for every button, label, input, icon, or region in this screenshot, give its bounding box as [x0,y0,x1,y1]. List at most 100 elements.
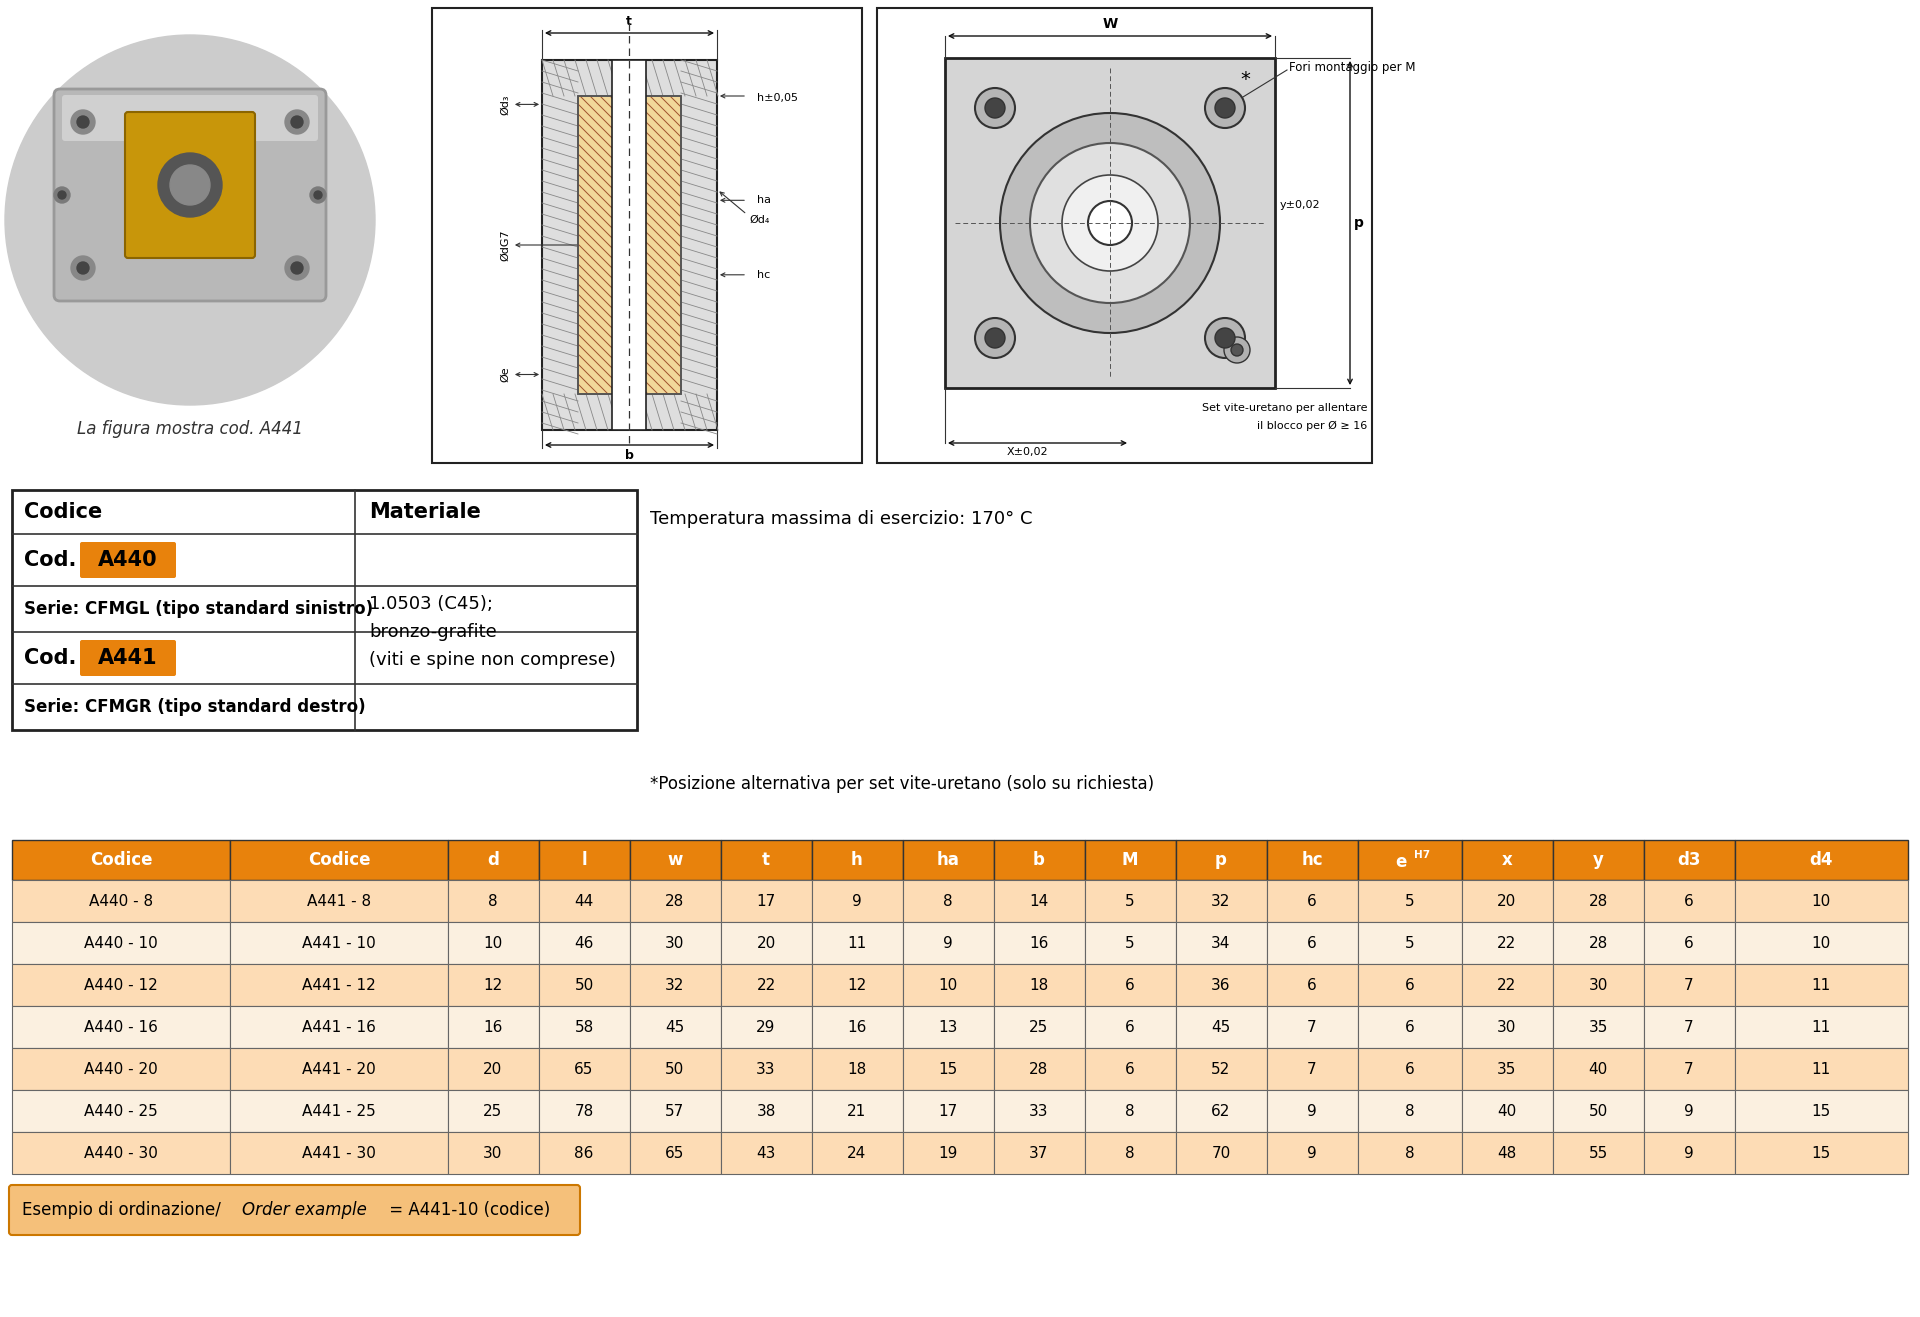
Text: b: b [1033,851,1044,869]
Bar [1461,1048,1553,1090]
Bar [722,964,812,1006]
Text: Codice: Codice [23,502,102,522]
Bar [447,922,540,964]
Text: 30: 30 [1498,1019,1517,1034]
Bar [1267,880,1357,922]
Text: 14: 14 [1029,893,1048,909]
Text: La figura mostra cod. A441: La figura mostra cod. A441 [77,420,303,439]
FancyBboxPatch shape [54,90,326,302]
Bar [1267,1006,1357,1048]
Circle shape [77,262,88,274]
Bar [812,1048,902,1090]
Text: 8: 8 [943,893,952,909]
Bar [812,1090,902,1133]
Text: 28: 28 [666,893,685,909]
Text: 12: 12 [847,977,866,993]
Text: (viti e spine non comprese): (viti e spine non comprese) [369,651,616,669]
Text: 20: 20 [756,935,776,951]
Text: 78: 78 [574,1104,593,1118]
Circle shape [309,187,326,203]
Text: A440: A440 [98,551,157,570]
Text: 22: 22 [1498,935,1517,951]
Bar [12,1048,230,1090]
Text: 38: 38 [756,1104,776,1118]
Text: 18: 18 [1029,977,1048,993]
FancyBboxPatch shape [81,640,177,676]
Text: 86: 86 [574,1146,593,1160]
Bar [1267,1133,1357,1173]
Text: il blocco per Ø ≥ 16: il blocco per Ø ≥ 16 [1258,421,1367,431]
Text: 25: 25 [1029,1019,1048,1034]
Text: 5: 5 [1405,935,1415,951]
Bar [1553,922,1644,964]
Circle shape [171,165,209,205]
Bar [722,1090,812,1133]
Text: A440 - 10: A440 - 10 [84,935,157,951]
Circle shape [1206,88,1244,128]
Text: A440 - 12: A440 - 12 [84,977,157,993]
Text: b: b [624,449,634,462]
Text: 13: 13 [939,1019,958,1034]
Bar [1357,922,1461,964]
Text: 6: 6 [1308,977,1317,993]
Text: 8: 8 [1405,1146,1415,1160]
Bar [540,1133,630,1173]
Bar [1267,1048,1357,1090]
Text: Temperatura massima di esercizio: 170° C: Temperatura massima di esercizio: 170° C [651,510,1033,528]
Circle shape [1215,97,1235,119]
Circle shape [1206,317,1244,358]
Circle shape [975,317,1016,358]
Bar [722,1006,812,1048]
Text: 8: 8 [488,893,497,909]
Bar [541,61,716,429]
Bar [812,1006,902,1048]
Bar [12,1133,230,1173]
Text: 19: 19 [939,1146,958,1160]
Text: X±0,02: X±0,02 [1006,446,1048,457]
Bar [1553,1006,1644,1048]
Bar [995,1048,1085,1090]
Text: h±0,05: h±0,05 [756,94,799,103]
Text: ha: ha [937,851,960,869]
Bar [1175,922,1267,964]
Bar [447,1090,540,1133]
Text: 6: 6 [1684,935,1693,951]
Text: 7: 7 [1308,1019,1317,1034]
Text: 70: 70 [1212,1146,1231,1160]
FancyBboxPatch shape [81,543,177,578]
Text: 11: 11 [1811,1062,1830,1076]
Text: Serie: CFMGL (tipo standard sinistro): Serie: CFMGL (tipo standard sinistro) [23,601,372,618]
Bar [630,1133,722,1173]
Text: max. 30°: max. 30° [612,233,655,277]
Circle shape [985,97,1004,119]
Text: 32: 32 [1212,893,1231,909]
Circle shape [985,328,1004,348]
Text: 12: 12 [484,977,503,993]
Text: 9: 9 [852,893,862,909]
Text: 9: 9 [1308,1146,1317,1160]
Bar [902,964,995,1006]
Text: 6: 6 [1405,977,1415,993]
Circle shape [1225,337,1250,363]
Bar [1085,1133,1175,1173]
Text: 30: 30 [1588,977,1607,993]
Text: ØdG7: ØdG7 [499,229,511,261]
Circle shape [292,262,303,274]
Bar [12,964,230,1006]
Text: 7: 7 [1308,1062,1317,1076]
Text: 40: 40 [1588,1062,1607,1076]
Text: 36: 36 [1212,977,1231,993]
Text: A440 - 30: A440 - 30 [84,1146,157,1160]
Bar [1736,1048,1908,1090]
Bar [1357,840,1461,880]
Bar [1085,1090,1175,1133]
Text: 46: 46 [574,935,593,951]
Bar [1267,840,1357,880]
Bar [432,8,862,464]
Text: p: p [1354,216,1363,230]
Bar [630,964,722,1006]
Bar [612,61,645,429]
Bar [540,840,630,880]
Circle shape [58,191,65,199]
Bar [1085,922,1175,964]
